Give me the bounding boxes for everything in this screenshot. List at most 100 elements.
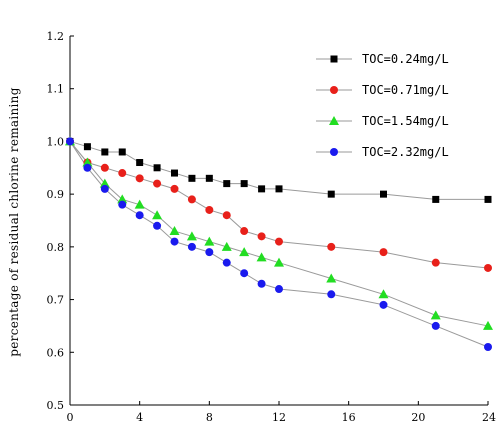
data-point [99,178,110,188]
data-point [327,290,336,299]
data-point [240,269,249,278]
data-point [431,258,440,267]
data-point [432,195,440,203]
data-point [153,164,161,172]
data-point [274,257,284,267]
x-tick-label: 20 [411,411,425,424]
legend-label: TOC=0.24mg/L [362,52,449,66]
y-tick-label: 0.8 [47,241,65,254]
data-point [187,242,196,251]
data-point [118,169,127,178]
data-point [170,184,179,193]
data-point [275,237,283,246]
legend-entry: TOC=0.24mg/L [316,52,449,66]
data-point [188,174,196,182]
series-4-points [66,137,492,352]
legend: TOC=0.24mg/L TOC=0.71mg/L TOC=1.54mg/L TOC=… [316,52,449,159]
data-point [83,163,92,172]
x-tick-label: 0 [67,411,74,424]
data-point [153,179,162,188]
series-line-2 [69,141,489,269]
x-ticks: 0 4 8 12 16 20 24 [67,401,496,424]
data-point [136,159,144,167]
y-tick-label: 0.5 [47,399,65,412]
legend-entry: TOC=1.54mg/L [316,114,449,128]
data-point [204,236,215,246]
y-axis-label: percentage of residual chlorine remainin… [7,87,21,356]
data-point [83,143,91,151]
legend-label: TOC=1.54mg/L [362,114,449,128]
data-point [484,263,492,272]
y-tick-label: 0.6 [47,346,65,359]
data-point [483,320,493,330]
data-point [430,310,441,320]
legend-entry: TOC=0.71mg/L [316,83,449,97]
y-ticks: 0.5 0.6 0.7 0.8 0.9 1.0 1.1 1.2 [47,30,74,412]
data-point [221,241,232,251]
data-point [380,190,387,198]
y-tick-label: 1.0 [47,135,65,148]
data-point [275,285,283,294]
series-3-points [65,136,493,330]
legend-marker [329,116,339,125]
data-point [240,227,249,236]
data-point [117,194,128,204]
legend-label: TOC=0.71mg/L [362,83,449,97]
data-point [431,321,440,330]
data-point [379,248,388,257]
data-point [169,226,180,236]
x-tick-label: 4 [136,411,143,424]
data-point [118,148,126,156]
data-point [82,157,93,167]
legend-marker [330,55,338,63]
data-point [205,248,214,257]
data-point [327,190,335,198]
data-point [258,185,266,193]
series-1-points [66,137,492,203]
data-point [257,279,266,288]
data-point [135,174,144,183]
legend-marker [330,148,338,156]
x-tick-label: 16 [342,411,356,424]
data-point [66,137,74,146]
data-point [135,211,144,220]
data-point [256,252,267,262]
data-point [152,210,163,220]
data-point [275,185,283,193]
data-point [205,174,213,182]
data-point [240,180,248,188]
data-point [378,289,389,299]
data-point [170,237,179,246]
y-tick-label: 1.1 [47,83,65,96]
series-markers [65,136,493,352]
data-point [100,184,109,193]
data-point [239,247,250,257]
data-point [171,169,178,177]
legend-entry: TOC=2.32mg/L [316,145,449,159]
data-point [101,148,109,156]
y-tick-label: 0.7 [47,294,65,307]
data-point [153,221,162,230]
data-point [205,205,214,214]
data-point [327,242,336,251]
data-point [186,231,197,241]
data-point [222,211,231,220]
data-point [100,163,109,172]
y-tick-label: 0.9 [47,188,65,201]
data-point [223,180,231,188]
data-point [222,258,231,267]
series-line-3 [69,141,489,327]
data-point [118,200,127,209]
legend-label: TOC=2.32mg/L [362,145,449,159]
x-tick-label: 8 [206,411,213,424]
data-point [134,199,145,209]
data-point [187,195,196,204]
data-point [379,300,388,309]
data-point [484,343,492,352]
data-point [326,273,337,283]
x-tick-label: 24 [482,411,496,424]
y-tick-label: 1.2 [47,30,65,43]
x-tick-label: 12 [272,411,286,424]
data-point [257,232,266,241]
